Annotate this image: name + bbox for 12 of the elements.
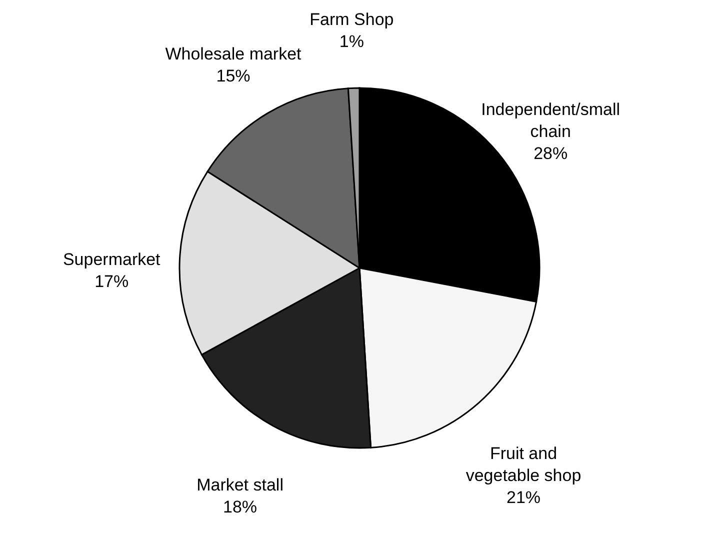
slice-label: Supermarket <box>62 250 161 270</box>
data-label: 1% <box>339 32 364 52</box>
slice-label: Farm Shop <box>310 10 394 30</box>
data-label: 28% <box>534 144 568 163</box>
slice-label: Independent/small chain <box>481 100 620 141</box>
data-label: 18% <box>223 497 258 516</box>
slice-label: Wholesale market <box>165 44 302 64</box>
slice-label: Fruit and vegetable shop <box>466 444 582 486</box>
slice-label: Market stall <box>196 475 284 494</box>
data-label: 17% <box>94 272 129 292</box>
data-label: 21% <box>506 488 541 508</box>
data-label: 15% <box>216 66 250 86</box>
